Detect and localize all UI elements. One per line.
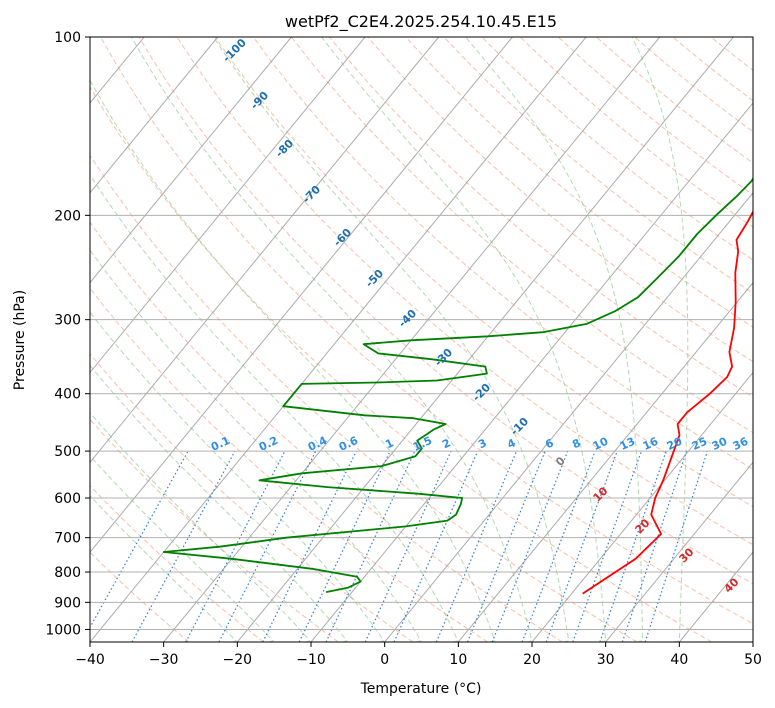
dewpoint-profile-line — [162, 176, 753, 593]
dry-adiabat — [90, 484, 264, 642]
y-tick-label: 400 — [54, 387, 81, 403]
isotherm — [90, 37, 292, 284]
mixing-ratio-line — [621, 450, 688, 642]
mixing-ratio-line — [325, 450, 416, 642]
mixing-ratio-label: 10 — [591, 435, 611, 453]
x-tick-label: −30 — [149, 652, 179, 668]
moist-adiabat — [321, 37, 607, 642]
dry-adiabat — [100, 37, 753, 625]
mixing-ratio-line — [262, 450, 357, 642]
x-axis: −40 −30 −20 −10 0 10 20 30 40 50 — [75, 642, 762, 668]
mixing-ratio-line — [364, 450, 452, 642]
mixing-ratio-label: 30 — [710, 435, 730, 453]
mixing-ratio-line — [572, 450, 643, 642]
dry-adiabat — [90, 287, 488, 642]
moist-adiabat — [90, 249, 422, 642]
mixing-ratio-line — [435, 450, 518, 642]
mixing-ratio-line — [298, 450, 391, 642]
y-tick-label: 500 — [54, 444, 81, 460]
mixing-ratio-label: 16 — [641, 435, 661, 453]
dry-adiabat — [329, 37, 753, 398]
y-tick-label: 200 — [54, 208, 81, 224]
profile-lines — [162, 176, 753, 595]
y-tick-label: 100 — [54, 30, 81, 46]
dry-adiabat — [176, 37, 753, 546]
x-tick-label: 40 — [670, 652, 688, 668]
moist-adiabat — [90, 174, 459, 642]
mixing-ratio-line — [131, 450, 236, 642]
mixing-ratio-line — [644, 450, 709, 642]
mixing-ratio-label: 36 — [731, 435, 751, 453]
isotherm — [90, 37, 587, 642]
isotherm — [90, 37, 366, 374]
x-tick-label: 20 — [523, 652, 541, 668]
moist-adiabat — [90, 364, 348, 642]
pressure-gridlines — [90, 37, 753, 630]
dry-adiabat — [90, 154, 638, 642]
dry-adiabat — [138, 37, 753, 585]
y-tick-label: 900 — [54, 595, 81, 611]
isotherm — [90, 37, 440, 464]
y-axis: 100 200 300 400 500 600 700 800 900 1000 — [45, 30, 90, 638]
isotherm — [310, 102, 753, 642]
x-tick-label: 30 — [597, 652, 615, 668]
x-tick-label: −40 — [75, 652, 105, 668]
isotherm — [531, 371, 753, 642]
x-tick-label: 50 — [744, 652, 762, 668]
x-axis-label: Temperature (°C) — [360, 681, 482, 697]
x-tick-label: −10 — [296, 652, 326, 668]
moist-adiabat — [131, 37, 533, 642]
y-tick-label: 600 — [54, 491, 81, 507]
isotherm — [605, 461, 753, 642]
isotherm — [90, 37, 513, 553]
moist-adiabat — [90, 79, 496, 642]
dry-adiabat — [214, 37, 753, 508]
x-tick-label: 10 — [449, 652, 467, 668]
y-tick-label: 1000 — [45, 622, 81, 638]
y-tick-label: 300 — [54, 313, 81, 329]
isotherm — [236, 37, 734, 642]
moist-adiabat — [213, 37, 570, 642]
dry-adiabat — [90, 418, 339, 642]
mixing-ratio-line — [393, 450, 479, 642]
plot-frame — [89, 36, 754, 643]
mixing-ratio-line — [599, 450, 667, 642]
mixing-ratio-label: 13 — [618, 435, 637, 453]
dry-adiabat — [90, 221, 563, 642]
mixing-ratio-line — [90, 450, 189, 629]
isotherm — [384, 192, 753, 642]
y-axis-label: Pressure (hPa) — [12, 290, 28, 390]
y-tick-label: 800 — [54, 565, 81, 581]
isotherm — [457, 281, 753, 642]
chart-title: wetPf2_C2E4.2025.254.10.45.E15 — [285, 12, 557, 32]
temperature-profile-line — [582, 209, 753, 595]
dry-adiabat — [405, 37, 753, 328]
isotherm — [90, 37, 219, 194]
dry-adiabat — [291, 37, 753, 434]
y-tick-label: 700 — [54, 531, 81, 547]
x-tick-label: −20 — [223, 652, 253, 668]
mixing-ratio-label: 25 — [690, 435, 709, 453]
dry-adiabat — [90, 551, 190, 642]
moist-adiabat — [90, 311, 385, 642]
x-tick-label: 0 — [380, 652, 389, 668]
dry-adiabat — [90, 86, 712, 642]
mixing-ratio-label: 20 — [665, 435, 685, 453]
